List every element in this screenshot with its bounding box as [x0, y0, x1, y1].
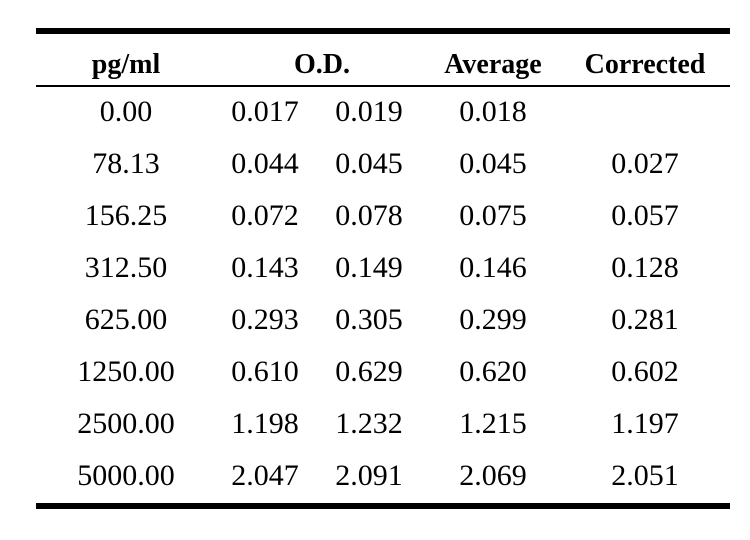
cell-corrected: 0.057	[611, 199, 679, 232]
cell-average: 0.075	[459, 199, 527, 232]
cell-concentration: 0.00	[99, 95, 153, 128]
cell-od-1: 0.293	[231, 303, 299, 336]
cell-average: 0.045	[459, 147, 527, 180]
cell-corrected: 0.128	[611, 251, 679, 284]
cell-corrected: 0.602	[611, 355, 679, 388]
header-concentration: pg/ml	[91, 49, 161, 80]
cell-od-2: 2.091	[335, 459, 403, 492]
cell-average: 0.018	[459, 95, 527, 128]
cell-od-1: 0.017	[231, 95, 299, 128]
table-row: 5000.00 2.047 2.091 2.069 2.051	[36, 451, 730, 503]
cell-corrected: 1.197	[611, 407, 679, 440]
table-row: 78.13 0.044 0.045 0.045 0.027	[36, 139, 730, 191]
cell-od-2: 1.232	[335, 407, 403, 440]
table-row: 625.00 0.293 0.305 0.299 0.281	[36, 295, 730, 347]
cell-average: 0.620	[459, 355, 527, 388]
header-corrected: Corrected	[584, 49, 706, 80]
table-row: 2500.00 1.198 1.232 1.215 1.197	[36, 399, 730, 451]
cell-od-2: 0.305	[335, 303, 403, 336]
table-row: 0.00 0.017 0.019 0.018	[36, 87, 730, 139]
cell-od-1: 1.198	[231, 407, 299, 440]
cell-concentration: 625.00	[84, 303, 168, 336]
cell-od-1: 0.044	[231, 147, 299, 180]
cell-od-1: 0.610	[231, 355, 299, 388]
cell-concentration: 5000.00	[77, 459, 175, 492]
standard-curve-table: pg/ml O.D. Average Corrected 0.00 0.017 …	[36, 28, 730, 509]
cell-corrected: 0.027	[611, 147, 679, 180]
cell-od-2: 0.019	[335, 95, 403, 128]
cell-od-2: 0.629	[335, 355, 403, 388]
table-top-rule	[36, 28, 730, 34]
cell-corrected: 2.051	[611, 459, 679, 492]
table-row: 156.25 0.072 0.078 0.075 0.057	[36, 191, 730, 243]
cell-concentration: 312.50	[84, 251, 168, 284]
cell-average: 0.299	[459, 303, 527, 336]
table-row: 1250.00 0.610 0.629 0.620 0.602	[36, 347, 730, 399]
cell-od-2: 0.045	[335, 147, 403, 180]
table-body: 0.00 0.017 0.019 0.018 78.13 0.044 0.045…	[36, 87, 730, 503]
cell-od-2: 0.078	[335, 199, 403, 232]
cell-od-1: 0.143	[231, 251, 299, 284]
cell-average: 0.146	[459, 251, 527, 284]
table-header-rule	[36, 85, 730, 87]
table-bottom-rule	[36, 503, 730, 509]
cell-concentration: 1250.00	[77, 355, 175, 388]
table-header-row: pg/ml O.D. Average Corrected	[36, 34, 730, 85]
header-od: O.D.	[294, 49, 350, 80]
cell-concentration: 156.25	[84, 199, 168, 232]
cell-corrected: 0.281	[611, 303, 679, 336]
cell-od-1: 0.072	[231, 199, 299, 232]
cell-od-1: 2.047	[231, 459, 299, 492]
cell-concentration: 78.13	[92, 147, 160, 180]
cell-average: 2.069	[459, 459, 527, 492]
cell-concentration: 2500.00	[77, 407, 175, 440]
cell-od-2: 0.149	[335, 251, 403, 284]
table-row: 312.50 0.143 0.149 0.146 0.128	[36, 243, 730, 295]
header-average: Average	[444, 49, 542, 80]
cell-average: 1.215	[459, 407, 527, 440]
